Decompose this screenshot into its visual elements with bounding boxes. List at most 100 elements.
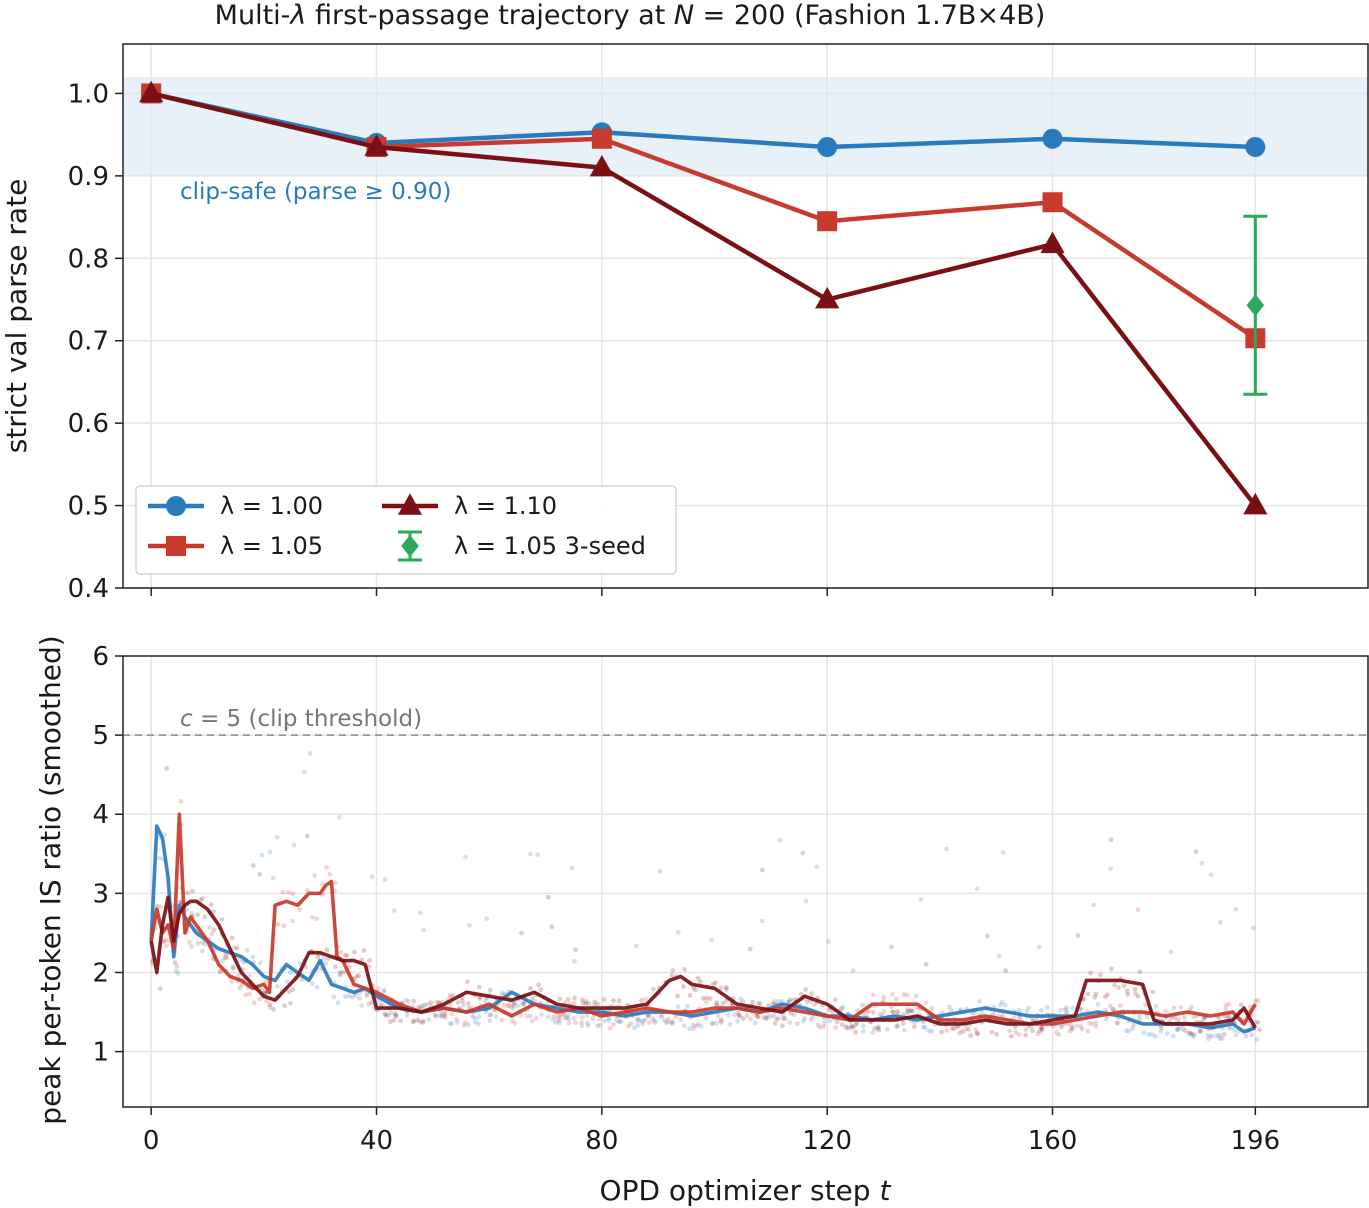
raw-point [804, 999, 810, 1004]
raw-point [524, 1013, 530, 1019]
raw-point [895, 1010, 901, 1016]
raw-point [1216, 1032, 1222, 1038]
raw-point [815, 1022, 821, 1028]
raw-point [1213, 1033, 1219, 1039]
raw-point [1110, 1006, 1116, 1012]
raw-point [235, 973, 241, 978]
raw-point [482, 998, 488, 1004]
raw-point [1039, 1027, 1045, 1033]
raw-point [286, 889, 291, 895]
raw-point [1182, 1028, 1188, 1033]
raw-point [1095, 1001, 1101, 1007]
raw-point [267, 1004, 273, 1010]
raw-point [455, 1000, 461, 1005]
raw-point [607, 1025, 613, 1031]
raw-point [989, 1029, 995, 1035]
raw-point [633, 943, 639, 949]
raw-point [208, 902, 214, 907]
raw-point [476, 1021, 481, 1027]
raw-point [1227, 1025, 1233, 1031]
raw-point [1116, 985, 1122, 990]
raw-point [487, 1012, 493, 1018]
raw-point [948, 1008, 954, 1013]
raw-point [881, 998, 886, 1004]
top-point [1243, 492, 1268, 515]
raw-point [827, 1018, 833, 1024]
raw-point [636, 1018, 642, 1023]
raw-point [659, 1012, 665, 1018]
raw-point [209, 931, 215, 937]
raw-point [580, 1014, 585, 1020]
top-axis: 0.4 0.5 0.6 0.7 0.8 0.9 1.0 [68, 79, 1257, 604]
raw-point [288, 1000, 293, 1006]
raw-point [617, 1019, 622, 1025]
raw-point [832, 997, 838, 1003]
raw-point [690, 1022, 696, 1028]
raw-point [760, 1015, 766, 1021]
raw-point [1074, 1023, 1080, 1029]
raw-point [185, 890, 190, 896]
raw-point [250, 863, 256, 868]
raw-point [1192, 1031, 1198, 1037]
raw-point [1064, 1005, 1070, 1010]
raw-point [442, 1012, 448, 1018]
x-axis-label: OPD optimizer step t [600, 1174, 892, 1207]
raw-point [381, 987, 387, 993]
raw-point [779, 1023, 785, 1029]
raw-point [1189, 1033, 1195, 1038]
raw-point [586, 1001, 592, 1006]
raw-point [960, 1028, 966, 1034]
top-point [817, 211, 838, 232]
raw-point [1223, 1007, 1229, 1013]
raw-point [1000, 850, 1006, 855]
top-y-tick-label: 0.6 [68, 409, 109, 439]
raw-point [557, 1016, 563, 1022]
raw-point [1088, 970, 1093, 976]
raw-point [1058, 1007, 1063, 1013]
raw-point [658, 1014, 664, 1020]
raw-point [1175, 1026, 1180, 1032]
raw-point [893, 996, 899, 1002]
raw-point [566, 1012, 571, 1018]
legend-marker [166, 536, 186, 556]
raw-point [354, 974, 360, 979]
raw-point [178, 798, 184, 804]
raw-point [904, 1010, 910, 1016]
raw-point [1197, 1028, 1203, 1034]
raw-point [207, 924, 212, 930]
raw-point [661, 1018, 667, 1023]
raw-point [219, 917, 225, 922]
raw-point [710, 1020, 715, 1026]
raw-point [1171, 1005, 1177, 1011]
raw-point [1016, 1032, 1022, 1038]
raw-point [1217, 1036, 1223, 1042]
raw-point [493, 1014, 499, 1020]
raw-point [977, 999, 982, 1005]
raw-point [257, 871, 263, 877]
raw-point [810, 1014, 816, 1020]
raw-point [1108, 837, 1114, 843]
raw-point [229, 978, 235, 984]
raw-point [367, 957, 373, 963]
raw-point [263, 978, 269, 984]
raw-point [1137, 969, 1143, 975]
raw-point [460, 998, 465, 1004]
raw-point [501, 1003, 507, 1008]
raw-point [826, 939, 831, 945]
raw-point [737, 1013, 742, 1018]
raw-point [341, 969, 347, 975]
raw-point [691, 985, 697, 991]
raw-point [1172, 1015, 1178, 1021]
raw-point [364, 991, 370, 997]
top-y-tick-label: 0.9 [68, 162, 109, 192]
raw-point [747, 946, 753, 952]
raw-point [274, 834, 280, 840]
raw-point [195, 941, 201, 946]
raw-point [566, 1020, 572, 1026]
raw-point [1054, 1030, 1060, 1036]
raw-point [923, 1000, 929, 1006]
top-y-tick-label: 1.0 [68, 79, 109, 109]
raw-point [675, 993, 680, 999]
raw-point [1069, 1022, 1074, 1028]
raw-point [1012, 1024, 1018, 1030]
